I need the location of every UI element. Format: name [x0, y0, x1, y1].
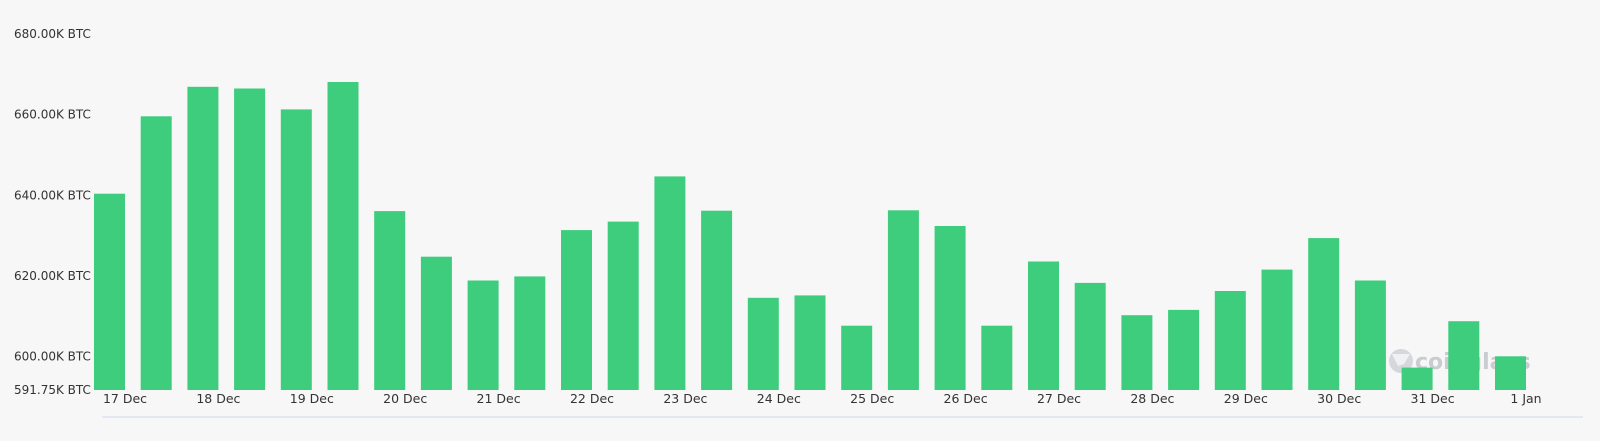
- bar[interactable]: [841, 325, 873, 390]
- y-axis: 680.00K BTC 660.00K BTC 640.00K BTC 620.00K…: [14, 27, 91, 397]
- bar[interactable]: [467, 280, 499, 391]
- bar[interactable]: [234, 88, 266, 391]
- y-tick-label: 660.00K BTC: [14, 108, 91, 122]
- x-tick-label: 27 Dec: [1037, 391, 1081, 406]
- x-tick-label: 28 Dec: [1130, 391, 1174, 406]
- bar[interactable]: [747, 297, 779, 390]
- bar[interactable]: [561, 230, 592, 390]
- bar[interactable]: [327, 82, 359, 390]
- x-tick-label: 19 Dec: [290, 391, 334, 406]
- coinglass-logo-icon: [1389, 349, 1413, 373]
- x-tick-label: 20 Dec: [383, 391, 427, 406]
- y-tick-label: 620.00K BTC: [14, 269, 91, 283]
- x-tick-label: 1 Jan: [1510, 391, 1541, 406]
- bar[interactable]: [701, 210, 733, 390]
- bar[interactable]: [374, 211, 406, 390]
- x-tick-label: 25 Dec: [850, 391, 894, 406]
- bar[interactable]: [1214, 291, 1246, 390]
- bar[interactable]: [1168, 309, 1200, 390]
- bars: [94, 82, 1526, 391]
- x-tick-label: 22 Dec: [570, 391, 614, 406]
- bar[interactable]: [794, 295, 826, 390]
- y-tick-label: 591.75K BTC: [14, 383, 91, 397]
- bar[interactable]: [94, 193, 125, 390]
- x-tick-label: 26 Dec: [944, 391, 988, 406]
- bar[interactable]: [1354, 280, 1386, 391]
- x-tick-label: 31 Dec: [1411, 391, 1455, 406]
- bar[interactable]: [1121, 315, 1153, 390]
- bar[interactable]: [607, 221, 639, 390]
- x-tick-label: 29 Dec: [1224, 391, 1268, 406]
- y-tick-label: 600.00K BTC: [14, 350, 91, 364]
- bar[interactable]: [1028, 261, 1059, 391]
- x-tick-label: 21 Dec: [477, 391, 521, 406]
- bar[interactable]: [280, 109, 312, 391]
- bar[interactable]: [187, 86, 219, 391]
- bar[interactable]: [1401, 367, 1433, 390]
- x-axis: 17 Dec 18 Dec 19 Dec 20 Dec 21 Dec 22 Dec 23 D…: [102, 391, 1583, 418]
- bar[interactable]: [140, 116, 172, 391]
- y-tick-label: 680.00K BTC: [14, 27, 91, 41]
- x-tick-label: 18 Dec: [196, 391, 240, 406]
- bar[interactable]: [420, 256, 452, 390]
- bar[interactable]: [654, 176, 686, 390]
- bar[interactable]: [1074, 282, 1106, 390]
- x-tick-label: 17 Dec: [103, 391, 147, 406]
- bar[interactable]: [934, 226, 966, 390]
- bar[interactable]: [1308, 238, 1340, 390]
- bar[interactable]: [1261, 269, 1293, 390]
- bar[interactable]: [887, 210, 919, 390]
- x-tick-label: 23 Dec: [663, 391, 707, 406]
- x-tick-label: 30 Dec: [1317, 391, 1361, 406]
- bar[interactable]: [514, 276, 546, 390]
- bar[interactable]: [981, 325, 1013, 390]
- bar[interactable]: [1495, 356, 1526, 390]
- y-tick-label: 640.00K BTC: [14, 188, 91, 202]
- x-tick-label: 24 Dec: [757, 391, 801, 406]
- bar[interactable]: [1448, 321, 1480, 390]
